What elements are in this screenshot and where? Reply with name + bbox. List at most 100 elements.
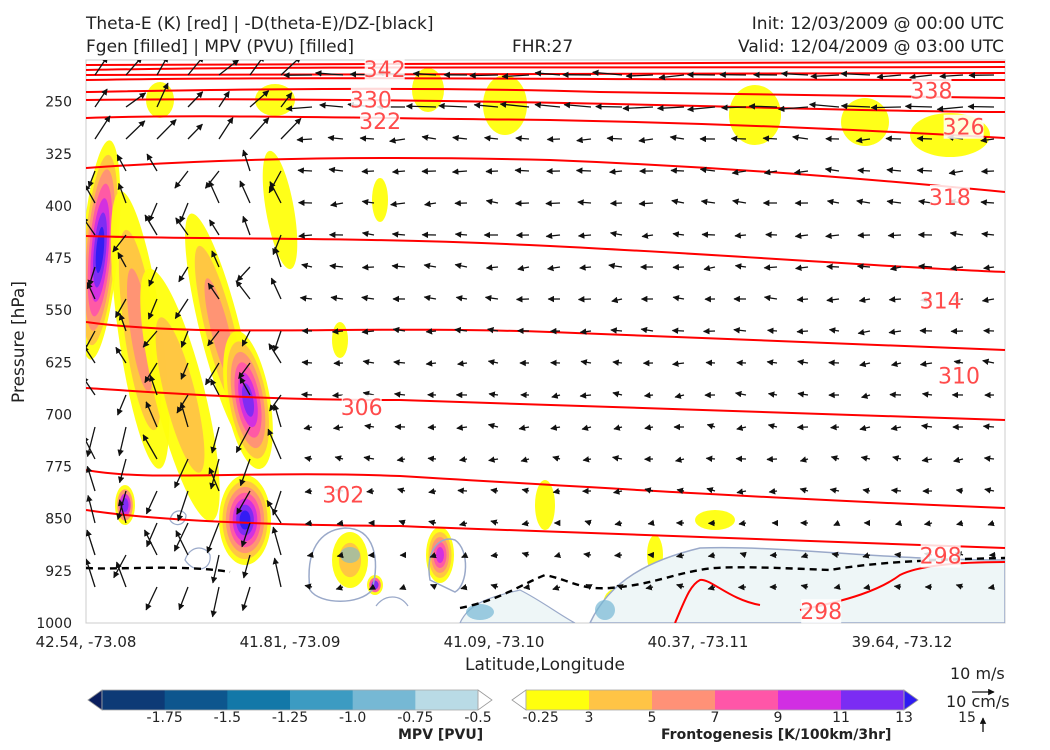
wind-vector [609, 230, 623, 238]
wind-vector [490, 583, 499, 590]
wind-vector [870, 104, 902, 111]
wind-vector [368, 583, 377, 591]
mpv-colorbar-tick: -0.5 [464, 710, 491, 726]
wind-vector [793, 168, 809, 176]
y-axis-label: Pressure [hPa] [9, 281, 29, 403]
wind-vector [359, 135, 375, 142]
wind-vector [799, 487, 809, 494]
wind-vector [242, 215, 251, 236]
wind-vector [485, 264, 499, 271]
theta-e-contour [86, 387, 1005, 421]
x-axis-label: Latitude,Longitude [465, 655, 625, 675]
wind-vector [674, 392, 685, 399]
theta-e-label-bg [801, 599, 842, 624]
wind-vector [147, 298, 158, 320]
wind-vector [271, 526, 282, 556]
wind-vector [280, 60, 302, 76]
wind-vector [563, 101, 592, 109]
wind-vector [334, 455, 344, 462]
mpv-fill [340, 547, 360, 563]
wind-vector [919, 360, 933, 368]
theta-e-contour [86, 61, 1005, 66]
wind-vector [218, 90, 230, 108]
mpv-fill [595, 600, 615, 620]
wind-vector [824, 166, 840, 174]
wind-vector [916, 167, 933, 174]
wind-vector [950, 264, 964, 272]
mpv-colorbar-extend-high [477, 689, 493, 711]
wind-vector [610, 327, 623, 334]
wind-vector [953, 359, 964, 366]
theta-e-contour [86, 98, 1005, 113]
mpv-colorbar-tick: -0.75 [397, 710, 433, 726]
wind-vector [399, 583, 407, 590]
wind-vector [980, 136, 995, 144]
wind-vector [892, 455, 902, 462]
wind-vector [490, 551, 499, 559]
wind-vector [585, 583, 593, 591]
wind-vector [949, 230, 964, 238]
wind-vector [647, 519, 655, 527]
wind-vector [361, 168, 375, 175]
theta-e-label: 342 [364, 58, 406, 83]
wind-vector [890, 360, 902, 368]
wind-vector [825, 232, 840, 240]
wind-vector [332, 392, 344, 399]
wind-vector [687, 105, 716, 113]
wind-vector [272, 557, 282, 588]
wind-vector [780, 70, 809, 78]
wind-vector [855, 136, 871, 144]
wind-vector [269, 394, 282, 412]
wind-vector [916, 135, 933, 142]
wind-vector [514, 167, 530, 174]
wind-vector [861, 392, 871, 399]
theta-e-label-bg [911, 78, 952, 103]
wind-vector [330, 294, 344, 302]
wind-vector [207, 330, 220, 347]
wind-vector [826, 198, 840, 206]
wind-vector [700, 198, 716, 206]
wind-vector [424, 200, 437, 208]
wind-vector [981, 231, 995, 238]
wind-vector [501, 72, 530, 80]
wind-vector [515, 135, 530, 142]
wind-vector [487, 422, 499, 430]
wind-vector [490, 487, 499, 494]
wind-vector [429, 583, 438, 590]
wind-vector [521, 487, 530, 494]
wind-vector [739, 551, 747, 559]
wind-vector [643, 392, 654, 399]
wind-vector [451, 168, 468, 175]
wind-vector [86, 282, 96, 300]
wind-vector [862, 552, 871, 559]
wind-vector [777, 105, 809, 113]
wind-vector [859, 424, 871, 432]
wind-vector [830, 455, 840, 462]
wind-vector [455, 295, 468, 302]
fgen-colorbar-extend-high [903, 689, 919, 711]
wind-vector [210, 378, 220, 396]
wind-vector [117, 426, 127, 457]
wind-vector [438, 102, 468, 110]
wind-vector [763, 168, 778, 176]
wind-vector [205, 362, 220, 386]
wind-vector [428, 488, 437, 495]
wind-vector [218, 60, 240, 76]
theta-e-label-bg [929, 184, 970, 209]
wind-vector [736, 488, 747, 495]
theta-e-contour [86, 469, 1005, 509]
wind-vector [833, 519, 841, 526]
wind-vector [577, 296, 592, 303]
wind-vector [86, 330, 96, 354]
wind-vector [273, 246, 282, 268]
wind-vector [499, 101, 530, 108]
valid-time: Valid: 12/04/2009 @ 03:00 UTC [738, 37, 1004, 57]
wind-vector [393, 359, 406, 366]
y-tick-label: 550 [45, 303, 72, 319]
wind-vector [799, 456, 809, 463]
wind-vector [94, 60, 108, 76]
wind-vector [270, 277, 282, 300]
wind-vector [858, 296, 871, 304]
wind-vector [987, 520, 995, 527]
